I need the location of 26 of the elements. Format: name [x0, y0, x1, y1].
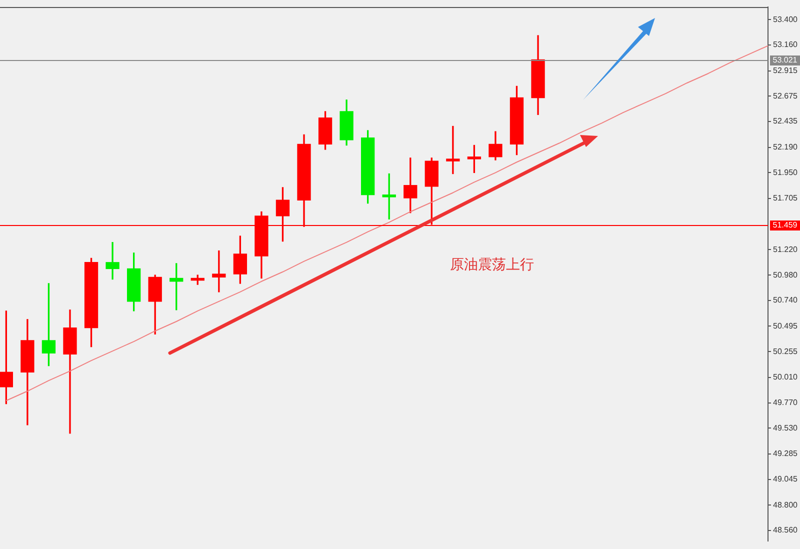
y-tick-label: 50.980	[773, 270, 798, 280]
y-tick-label: 52.190	[773, 142, 798, 152]
y-tick-label: 50.740	[773, 296, 798, 305]
y-tick-label: 50.495	[773, 321, 798, 330]
y-tick-label: 51.705	[773, 194, 798, 203]
y-tick-label: 52.675	[773, 91, 798, 100]
ref-line-label: 51.459	[772, 220, 798, 230]
y-tick-label: 50.255	[773, 346, 798, 356]
y-tick-label: 53.160	[773, 40, 798, 50]
y-tick-label: 49.045	[773, 474, 798, 484]
ref-line-label: 53.021	[772, 56, 798, 65]
y-tick-label: 50.010	[773, 372, 798, 382]
y-tick-label: 51.950	[773, 168, 798, 177]
y-tick-label: 49.530	[773, 423, 798, 432]
candlestick	[63, 310, 77, 434]
y-tick-label: 49.285	[773, 449, 798, 458]
y-tick-label: 52.435	[773, 116, 798, 126]
y-tick-label: 48.560	[773, 526, 798, 535]
y-tick-label: 52.915	[773, 66, 798, 76]
y-tick-label: 48.800	[773, 500, 798, 510]
candlestick	[446, 126, 460, 174]
y-tick-label: 53.400	[773, 14, 798, 24]
y-tick-label: 49.770	[773, 398, 798, 407]
candlestick	[106, 242, 120, 280]
y-tick-label: 51.220	[773, 244, 798, 254]
annotation: 原油震荡上行	[450, 256, 534, 272]
